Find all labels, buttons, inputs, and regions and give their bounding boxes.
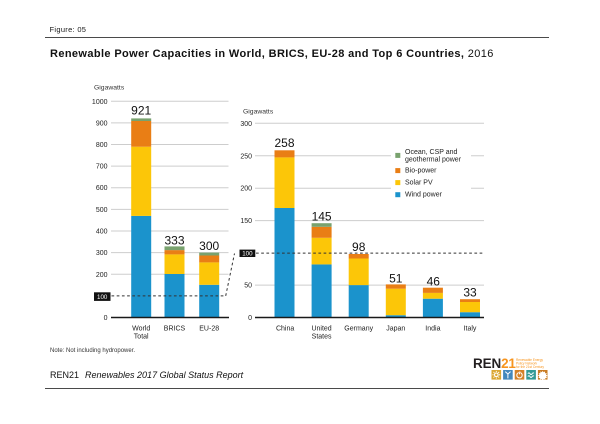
svg-text:Policy Network: Policy Network bbox=[516, 362, 537, 366]
svg-text:250: 250 bbox=[240, 153, 252, 160]
svg-text:300: 300 bbox=[199, 239, 219, 253]
svg-text:EU-28: EU-28 bbox=[199, 326, 219, 333]
svg-text:geothermal power: geothermal power bbox=[405, 156, 462, 163]
svg-text:Gigawatts: Gigawatts bbox=[94, 85, 125, 92]
svg-text:Japan: Japan bbox=[386, 326, 405, 333]
svg-text:1000: 1000 bbox=[92, 99, 108, 106]
svg-text:BRICS: BRICS bbox=[164, 326, 186, 333]
svg-text:145: 145 bbox=[312, 210, 332, 224]
svg-text:Italy: Italy bbox=[464, 326, 477, 333]
svg-text:REN21: REN21 bbox=[473, 356, 516, 371]
svg-text:China: China bbox=[276, 326, 294, 333]
svg-text:0: 0 bbox=[248, 315, 252, 322]
svg-text:258: 258 bbox=[274, 136, 294, 150]
svg-text:400: 400 bbox=[96, 229, 108, 236]
svg-text:900: 900 bbox=[96, 120, 108, 127]
svg-text:921: 921 bbox=[131, 104, 151, 118]
svg-text:600: 600 bbox=[96, 185, 108, 192]
svg-text:700: 700 bbox=[96, 164, 108, 171]
svg-text:33: 33 bbox=[463, 285, 477, 299]
svg-text:Gigawatts: Gigawatts bbox=[243, 109, 274, 116]
svg-text:51: 51 bbox=[389, 271, 403, 285]
svg-text:100: 100 bbox=[242, 251, 253, 258]
svg-text:Germany: Germany bbox=[344, 326, 373, 333]
svg-text:300: 300 bbox=[96, 250, 108, 257]
svg-text:500: 500 bbox=[96, 207, 108, 214]
svg-text:46: 46 bbox=[427, 274, 441, 288]
svg-text:333: 333 bbox=[164, 233, 184, 247]
svg-text:Bio-power: Bio-power bbox=[405, 167, 437, 174]
svg-text:Ocean, CSP and: Ocean, CSP and bbox=[405, 149, 458, 156]
svg-text:United: United bbox=[311, 326, 331, 333]
svg-text:Total: Total bbox=[134, 334, 149, 341]
svg-text:100: 100 bbox=[97, 294, 108, 301]
svg-text:200: 200 bbox=[240, 186, 252, 193]
svg-text:World: World bbox=[132, 326, 150, 333]
svg-text:0: 0 bbox=[104, 315, 108, 322]
svg-text:Solar PV: Solar PV bbox=[405, 179, 433, 186]
svg-text:Wind power: Wind power bbox=[405, 191, 443, 198]
svg-text:800: 800 bbox=[96, 142, 108, 149]
svg-text:300: 300 bbox=[240, 121, 252, 128]
svg-text:Renewable Energy: Renewable Energy bbox=[516, 358, 543, 362]
svg-text:200: 200 bbox=[96, 272, 108, 279]
svg-text:for the 21st Century: for the 21st Century bbox=[516, 365, 544, 369]
svg-text:India: India bbox=[425, 326, 440, 333]
svg-text:States: States bbox=[312, 334, 332, 341]
svg-text:50: 50 bbox=[244, 283, 252, 290]
svg-text:98: 98 bbox=[352, 240, 366, 254]
svg-text:150: 150 bbox=[240, 218, 252, 225]
